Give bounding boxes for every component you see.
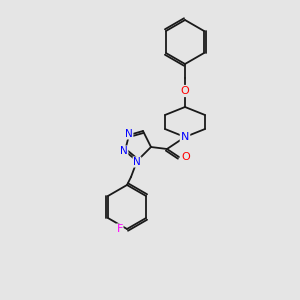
Text: O: O	[181, 86, 189, 96]
Text: N: N	[120, 146, 128, 156]
Text: N: N	[181, 132, 189, 142]
Text: O: O	[181, 152, 190, 162]
Text: N: N	[125, 129, 133, 139]
Text: N: N	[133, 157, 141, 167]
Text: F: F	[117, 224, 123, 234]
